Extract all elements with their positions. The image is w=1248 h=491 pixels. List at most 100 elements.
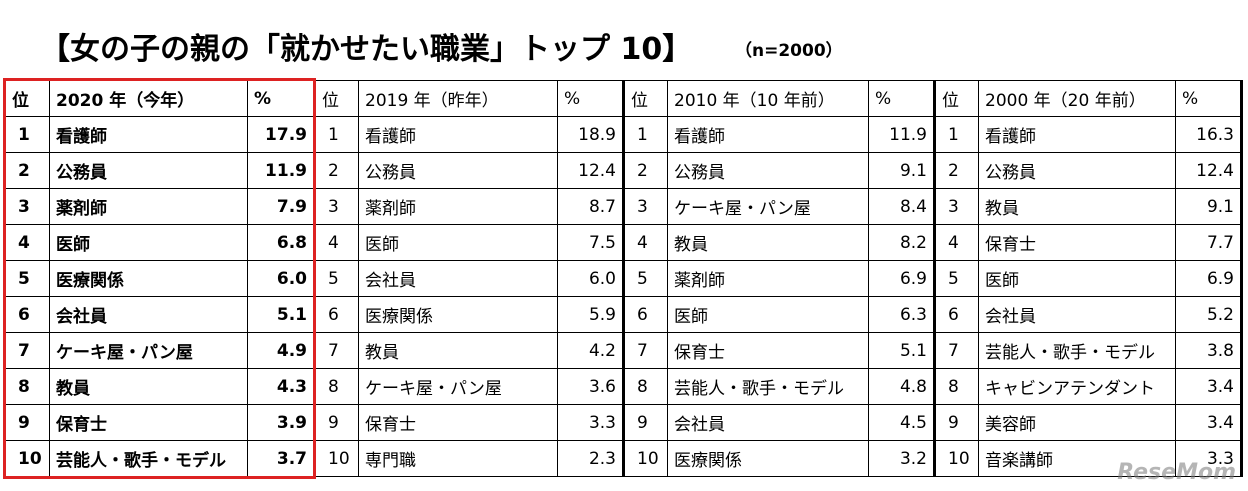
percent-cell: 4.9	[247, 332, 314, 369]
ranking-table: 位 2019 年（昨年）% 1 看護師 18.9 2 公務員 12.4 3 薬剤師 8.7 4 医師 7.…	[313, 80, 625, 477]
percent-cell: 11.9	[868, 116, 935, 153]
data-row: 9 保育士 3.9	[5, 404, 314, 441]
rank-cell: 9	[623, 404, 668, 441]
percent-cell: 8.4	[868, 188, 935, 225]
job-cell: 会社員	[667, 404, 869, 441]
rank-cell: 1	[5, 116, 50, 153]
rank-cell: 7	[934, 332, 979, 369]
data-row: 7 教員 4.2	[314, 332, 624, 369]
rank-cell: 8	[314, 368, 359, 405]
percent-cell: 5.2	[1175, 296, 1242, 333]
rank-cell: 3	[5, 188, 50, 225]
data-row: 8 ケーキ屋・パン屋 3.6	[314, 368, 624, 405]
rank-cell: 10	[623, 440, 668, 477]
percent-cell: 9.1	[1175, 188, 1242, 225]
data-row: 9 会社員 4.5	[623, 404, 935, 441]
rank-cell: 2	[314, 152, 359, 189]
percent-cell: 4.2	[557, 332, 624, 369]
job-cell: 専門職	[358, 440, 558, 477]
percent-cell: 3.8	[1175, 332, 1242, 369]
percent-cell: 3.7	[247, 440, 314, 477]
data-row: 5 会社員 6.0	[314, 260, 624, 297]
header-cell: %	[868, 80, 935, 117]
rank-cell: 8	[934, 368, 979, 405]
rank-cell: 1	[623, 116, 668, 153]
job-cell: 看護師	[667, 116, 869, 153]
rank-cell: 7	[623, 332, 668, 369]
percent-cell: 3.9	[247, 404, 314, 441]
job-cell: 薬剤師	[667, 260, 869, 297]
header-cell: 位	[934, 80, 979, 117]
job-cell: 芸能人・歌手・モデル	[667, 368, 869, 405]
rank-cell: 5	[5, 260, 50, 297]
job-cell: 医療関係	[358, 296, 558, 333]
data-row: 9 保育士 3.3	[314, 404, 624, 441]
rank-cell: 1	[314, 116, 359, 153]
job-cell: ケーキ屋・パン屋	[358, 368, 558, 405]
header-cell: 位	[5, 80, 50, 117]
data-row: 3 教員 9.1	[934, 188, 1242, 225]
rank-cell: 5	[623, 260, 668, 297]
header-cell: %	[247, 80, 314, 117]
job-cell: 保育士	[358, 404, 558, 441]
percent-cell: 18.9	[557, 116, 624, 153]
data-row: 10 芸能人・歌手・モデル 3.7	[5, 440, 314, 477]
rank-cell: 4	[934, 224, 979, 261]
job-cell: 芸能人・歌手・モデル	[49, 440, 248, 477]
percent-cell: 7.7	[1175, 224, 1242, 261]
job-cell: 教員	[978, 188, 1176, 225]
rank-cell: 1	[934, 116, 979, 153]
header-row: 位 2019 年（昨年）%	[314, 80, 624, 117]
rank-cell: 2	[934, 152, 979, 189]
job-cell: 看護師	[978, 116, 1176, 153]
percent-cell: 12.4	[557, 152, 624, 189]
header-cell: 2019 年（昨年）	[358, 80, 558, 117]
ranking-table: 位 2000 年（20 年前）% 1 看護師 16.3 2 公務員 12.4 3 教員 9.1 4 保育…	[933, 80, 1243, 477]
data-row: 4 医師 7.5	[314, 224, 624, 261]
percent-cell: 6.3	[868, 296, 935, 333]
rank-cell: 6	[5, 296, 50, 333]
rank-cell: 10	[934, 440, 979, 477]
percent-cell: 4.8	[868, 368, 935, 405]
data-row: 4 保育士 7.7	[934, 224, 1242, 261]
job-cell: 医師	[667, 296, 869, 333]
rank-cell: 6	[314, 296, 359, 333]
job-cell: 会社員	[49, 296, 248, 333]
percent-cell: 3.6	[557, 368, 624, 405]
percent-cell: 5.1	[247, 296, 314, 333]
job-cell: キャビンアテンダント	[978, 368, 1176, 405]
job-cell: 芸能人・歌手・モデル	[978, 332, 1176, 369]
job-cell: 保育士	[667, 332, 869, 369]
data-row: 10 医療関係 3.2	[623, 440, 935, 477]
header-cell: 位	[623, 80, 668, 117]
rank-cell: 9	[5, 404, 50, 441]
job-cell: 教員	[49, 368, 248, 405]
percent-cell: 6.8	[247, 224, 314, 261]
rank-cell: 4	[5, 224, 50, 261]
rank-cell: 3	[623, 188, 668, 225]
data-row: 5 医師 6.9	[934, 260, 1242, 297]
job-cell: 医師	[358, 224, 558, 261]
rank-cell: 6	[934, 296, 979, 333]
data-row: 2 公務員 11.9	[5, 152, 314, 189]
job-cell: 医師	[978, 260, 1176, 297]
percent-cell: 16.3	[1175, 116, 1242, 153]
rank-cell: 8	[5, 368, 50, 405]
percent-cell: 6.9	[1175, 260, 1242, 297]
job-cell: 美容師	[978, 404, 1176, 441]
percent-cell: 4.3	[247, 368, 314, 405]
ranking-table: 位 2020 年（今年）% 1 看護師 17.9 2 公務員 11.9 3 薬剤師 7.9 4 医師 6.…	[3, 78, 316, 479]
percent-cell: 3.4	[1175, 404, 1242, 441]
percent-cell: 9.1	[868, 152, 935, 189]
percent-cell: 6.0	[557, 260, 624, 297]
data-row: 6 会社員 5.2	[934, 296, 1242, 333]
job-cell: 公務員	[978, 152, 1176, 189]
job-cell: 医療関係	[667, 440, 869, 477]
data-row: 7 保育士 5.1	[623, 332, 935, 369]
percent-cell: 11.9	[247, 152, 314, 189]
job-cell: 公務員	[667, 152, 869, 189]
rank-cell: 6	[623, 296, 668, 333]
job-cell: 看護師	[49, 116, 248, 153]
data-row: 1 看護師 17.9	[5, 116, 314, 153]
